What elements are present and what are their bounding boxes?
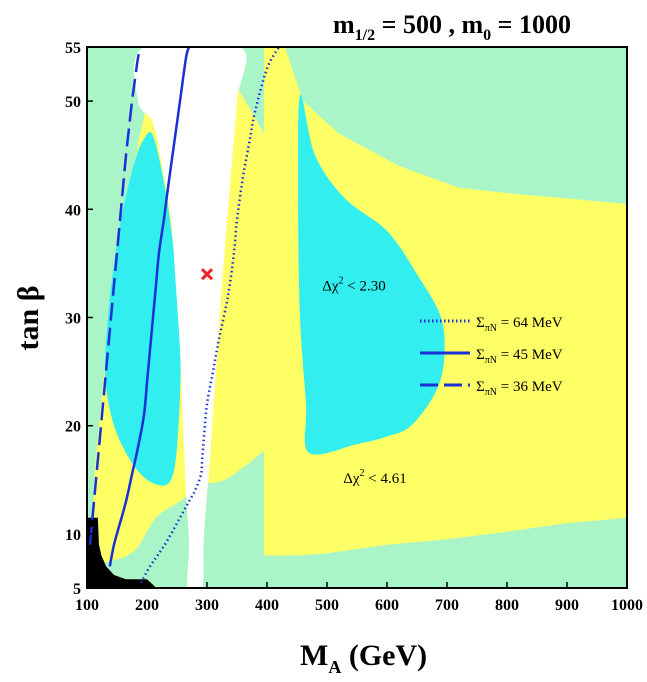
legend-label-64: ΣπN = 64 MeV: [476, 315, 563, 334]
annotation-chi2-2.30: Δχ2 < 2.30: [322, 275, 386, 294]
y-tick-label-30: 30: [65, 311, 81, 328]
y-tick-label-5: 5: [73, 581, 81, 598]
annotation-chi2-4.61: Δχ2 < 4.61: [343, 468, 407, 487]
y-tick-label-40: 40: [65, 202, 81, 219]
x-tick-label-300: 300: [195, 597, 219, 614]
x-tick-label-100: 100: [75, 597, 99, 614]
x-tick-label-800: 800: [495, 597, 519, 614]
x-axis-ticks: 100 200 300 400 500 600 700 800 900 1000: [75, 582, 643, 614]
best-fit-stroke-1: [200, 268, 214, 281]
x-tick-label-900: 900: [555, 597, 579, 614]
legend: ΣπN = 64 MeV ΣπN = 45 MeV ΣπN = 36 MeV: [420, 315, 563, 398]
region-excluded-white-band: [134, 40, 247, 595]
line-sigma-36: [88, 46, 143, 545]
y-axis-label: tan β: [12, 286, 45, 351]
x-tick-label-700: 700: [435, 597, 459, 614]
x-axis-label: MA (GeV): [300, 639, 427, 677]
chart-title: m1/2 = 500 , m0 = 1000: [333, 10, 571, 44]
x-tick-label-600: 600: [375, 597, 399, 614]
line-sigma-45: [108, 46, 191, 567]
x-tick-label-1000: 1000: [611, 597, 643, 614]
y-tick-label-10: 10: [65, 527, 81, 544]
line-sigma-64: [139, 46, 281, 584]
legend-label-36: ΣπN = 36 MeV: [476, 379, 563, 398]
region-forbidden-black: [87, 517, 156, 588]
y-axis-ticks: 5 10 20 30 40 50 55: [65, 40, 93, 598]
y-tick-label-50: 50: [65, 94, 81, 111]
x-tick-label-400: 400: [255, 597, 279, 614]
region-chi2-2.30-left: [104, 132, 181, 486]
region-chi2-2.30-right: [298, 94, 445, 455]
plot-area: [86, 40, 628, 595]
best-fit-marker: [200, 268, 214, 281]
y-tick-label-55: 55: [65, 40, 81, 57]
x-tick-label-200: 200: [135, 597, 159, 614]
x-tick-label-500: 500: [315, 597, 339, 614]
legend-label-45: ΣπN = 45 MeV: [476, 347, 563, 366]
y-tick-label-20: 20: [65, 419, 81, 436]
